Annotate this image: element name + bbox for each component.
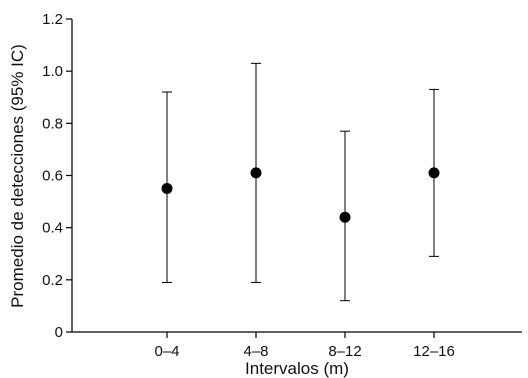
y-tick-label: 1.0 (42, 63, 63, 80)
y-axis-label: Promedio de detecciones (95% IC) (8, 44, 27, 308)
y-tick-label: 0.6 (42, 168, 63, 185)
data-point (250, 167, 262, 179)
x-axis-label: Intervalos (m) (245, 359, 349, 378)
x-ticks: 0–4 4–8 8–12 12–16 (154, 332, 455, 360)
x-tick-label: 4–8 (243, 343, 268, 360)
data-point (428, 167, 440, 179)
error-bars (162, 62, 439, 302)
y-tick-label: 0.4 (42, 220, 63, 237)
axes (71, 19, 522, 333)
y-ticks: 0 0.2 0.4 0.6 0.8 1.0 1.2 (42, 11, 72, 341)
y-tick-label: 0 (55, 324, 63, 341)
y-tick-label: 0.8 (42, 115, 63, 132)
y-tick-label: 1.2 (42, 11, 63, 28)
y-tick-label: 0.2 (42, 272, 63, 289)
data-point (161, 183, 173, 195)
points (161, 167, 440, 223)
x-tick-label: 8–12 (328, 343, 361, 360)
x-tick-label: 12–16 (413, 343, 455, 360)
data-point (339, 211, 351, 223)
x-tick-label: 0–4 (154, 343, 179, 360)
